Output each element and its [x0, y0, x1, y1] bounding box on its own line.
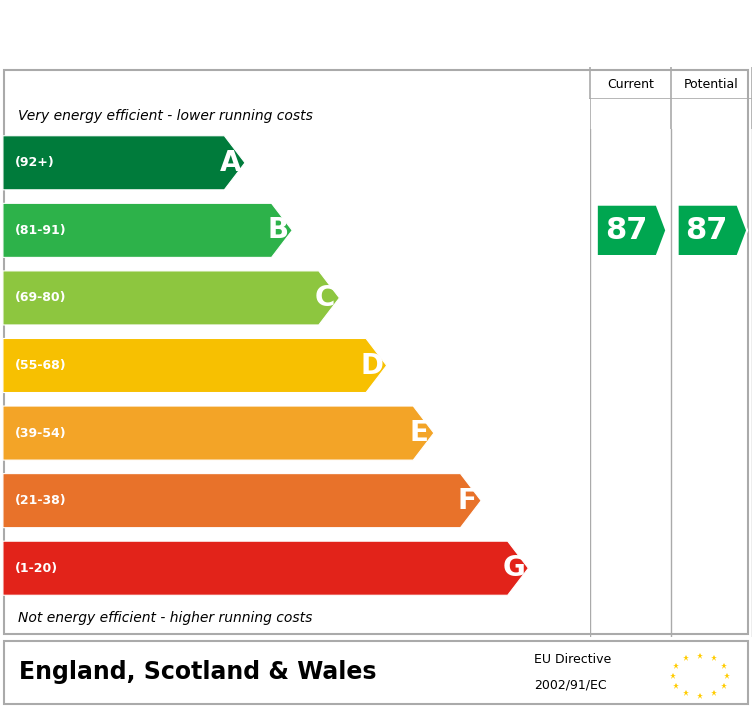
Text: 87: 87 [605, 216, 647, 245]
Text: Not energy efficient - higher running costs: Not energy efficient - higher running co… [18, 611, 312, 625]
Text: B: B [267, 216, 288, 245]
Polygon shape [3, 271, 339, 325]
Text: (55-68): (55-68) [15, 359, 66, 372]
Text: F: F [457, 486, 476, 515]
Text: G: G [502, 554, 525, 582]
Text: Very energy efficient - lower running costs: Very energy efficient - lower running co… [18, 108, 313, 122]
Text: C: C [315, 284, 335, 312]
Text: A: A [220, 148, 241, 177]
Text: England, Scotland & Wales: England, Scotland & Wales [19, 660, 376, 684]
Text: E: E [410, 419, 429, 447]
Text: (21-38): (21-38) [15, 494, 66, 507]
Text: (39-54): (39-54) [15, 426, 66, 440]
Polygon shape [597, 205, 666, 256]
Text: (81-91): (81-91) [15, 224, 66, 237]
Text: (1-20): (1-20) [15, 562, 58, 575]
Text: 2002/91/EC: 2002/91/EC [534, 678, 607, 691]
Polygon shape [3, 204, 293, 257]
Text: EU Directive: EU Directive [534, 653, 611, 666]
Text: Current: Current [608, 78, 654, 91]
Polygon shape [3, 541, 529, 595]
Polygon shape [3, 136, 245, 189]
Polygon shape [3, 339, 387, 392]
Text: (92+): (92+) [15, 156, 54, 169]
Text: Potential: Potential [684, 78, 739, 91]
Polygon shape [678, 205, 747, 256]
Text: D: D [361, 351, 384, 380]
Polygon shape [3, 474, 481, 527]
Polygon shape [3, 406, 434, 460]
Text: Energy Efficiency Rating: Energy Efficiency Rating [156, 18, 596, 49]
Text: (69-80): (69-80) [15, 291, 66, 305]
Text: 87: 87 [686, 216, 728, 245]
